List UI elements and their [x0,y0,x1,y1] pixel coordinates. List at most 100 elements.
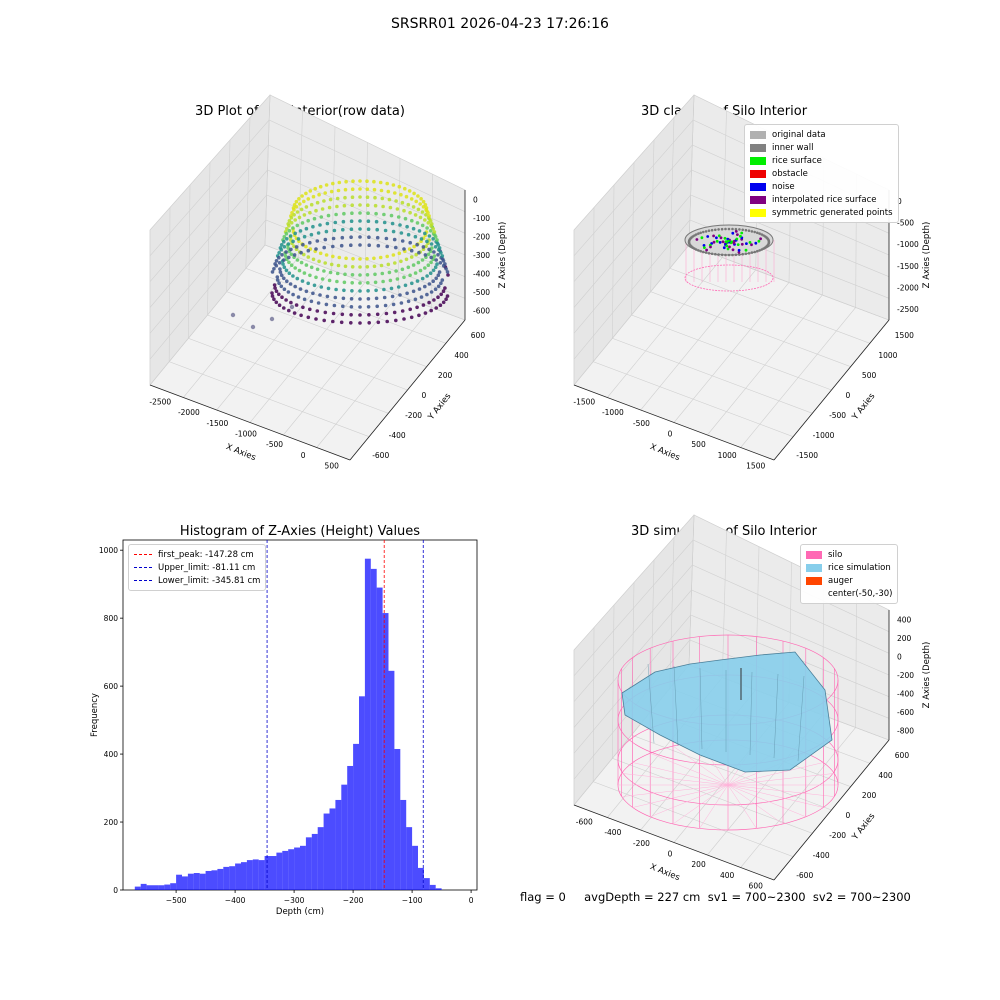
raw-point [314,208,318,213]
outlier-point [289,304,295,310]
raw-point [289,300,293,305]
raw-point [391,253,396,257]
raw-point [315,239,320,243]
surface-point [735,237,739,241]
raw-point [320,207,325,211]
histogram-bar [182,876,188,890]
histogram-bar [288,849,295,890]
figure-suptitle: SRSRR01 2026-04-23 17:26:16 [391,16,609,32]
raw-point [331,244,335,249]
raw-point [403,186,407,191]
raw-point [414,199,419,204]
raw-point [445,294,450,298]
legend-label: rice simulation [828,562,891,573]
raw-point [350,211,354,215]
histogram-bar [323,813,330,890]
inner-wall-point [697,249,700,252]
inner-wall-point [731,253,734,257]
raw-point [413,234,418,239]
raw-point [436,253,440,257]
raw-point [412,191,416,196]
y-axis-line [773,319,890,461]
surface-point [745,242,748,246]
raw-point [279,284,284,289]
raw-point [440,278,445,282]
raw-point [443,286,447,290]
raw-point [299,250,303,255]
figure-footer-stats: flag = 0 avgDepth = 227 cm sv1 = 700~230… [520,890,911,904]
raw-point [366,305,371,309]
raw-point [394,269,398,273]
y-tick-label: 400 [454,351,469,360]
raw-point [278,267,282,271]
raw-point [421,245,426,249]
raw-point [444,297,448,302]
raw-point [372,264,377,269]
raw-point [413,297,418,302]
raw-point [322,199,326,203]
surface-point [740,242,744,246]
surface-point [703,246,706,250]
raw-point [349,297,354,301]
x-tick-label: −300 [284,896,305,905]
raw-point [376,243,381,248]
raw-point [411,226,416,231]
raw-point [385,181,390,186]
inner-wall-point [734,227,738,231]
legend-label: noise [772,181,795,192]
raw-point [299,313,303,318]
silo-floor-spoke [727,784,784,825]
inner-wall-point [747,229,751,232]
raw-point [291,292,295,297]
raw-point [382,287,386,292]
raw-point [289,215,294,220]
surface-point [728,245,731,249]
raw-point [272,297,276,302]
raw-point [428,271,433,276]
inner-wall-point [741,228,744,232]
raw-point [312,216,317,221]
raw-point [324,253,329,257]
raw-point [333,295,338,300]
raw-point [396,285,401,289]
raw-point [285,227,289,231]
raw-point [297,215,302,220]
raw-point [421,199,426,204]
inner-wall-point [717,228,720,231]
legend-swatch [750,182,766,191]
inner-wall-point [724,227,727,231]
raw-point [306,218,311,223]
raw-point [420,223,425,228]
raw-point [384,311,389,316]
inner-wall-point [756,231,759,235]
raw-point [409,248,414,253]
histogram-bar [270,856,277,890]
raw-point [429,290,434,294]
y-tick-label: -400 [389,431,406,440]
raw-point [358,305,362,309]
raw-point [314,275,318,280]
raw-point [427,282,432,286]
raw-point [382,220,387,225]
raw-point [423,253,428,257]
raw-point [332,303,337,308]
raw-point [313,186,318,191]
raw-point [391,302,396,307]
raw-point [435,262,439,266]
histogram-bar [311,833,318,890]
surface-point [727,239,730,243]
raw-point [318,293,322,297]
raw-point [294,303,299,307]
silo-floor-spoke [727,784,806,818]
z-tick-label: -300 [473,251,490,260]
raw-point [349,219,354,223]
histogram-bar [406,827,413,890]
z-axis-label: Z Axies (Depth) [922,222,932,289]
z-tick-label: -1500 [897,262,919,271]
raw-point [385,319,390,324]
raw-point [324,183,329,187]
raw-point [358,313,362,317]
raw-point [419,197,423,201]
raw-point [430,246,434,250]
raw-point [425,239,429,244]
